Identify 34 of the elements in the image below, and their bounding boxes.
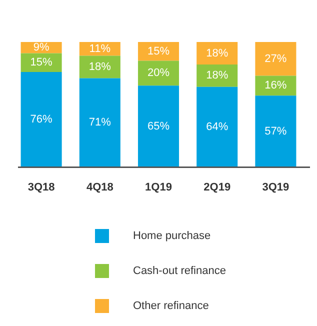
legend-label: Home purchase [133, 230, 211, 242]
data-label: 16% [264, 80, 287, 92]
data-label: 18% [206, 47, 228, 60]
x-tick-label: 4Q18 [86, 181, 114, 194]
bar [20, 53, 62, 72]
legend-label: Cash-out refinance [133, 265, 226, 277]
bar [255, 42, 296, 76]
bar [79, 78, 120, 167]
bar [196, 86, 238, 167]
bar [196, 64, 238, 87]
bar [79, 56, 120, 78]
x-tick-label: 3Q19 [262, 181, 290, 194]
data-label: 65% [147, 120, 170, 132]
data-label: 76% [30, 113, 53, 126]
data-label: 20% [147, 67, 170, 80]
data-label: 11% [89, 42, 111, 55]
data-label: 15% [30, 56, 53, 69]
data-label: 57% [264, 125, 287, 138]
bar [138, 60, 180, 86]
legend-label: Other refinance [133, 300, 209, 312]
data-label: 64% [206, 120, 228, 133]
bar [196, 42, 238, 64]
data-label: 9% [33, 42, 50, 54]
bar [20, 72, 62, 167]
data-label: 18% [88, 60, 112, 73]
x-tick-label: 3Q18 [28, 181, 55, 194]
x-tick-label: 2Q19 [204, 181, 231, 194]
data-label: 18% [206, 70, 228, 82]
data-label: 27% [264, 52, 287, 65]
x-tick-label: 1Q19 [145, 181, 172, 194]
data-label: 15% [147, 45, 170, 58]
data-label: 71% [88, 116, 112, 129]
bar [138, 86, 180, 167]
bar [255, 96, 296, 167]
